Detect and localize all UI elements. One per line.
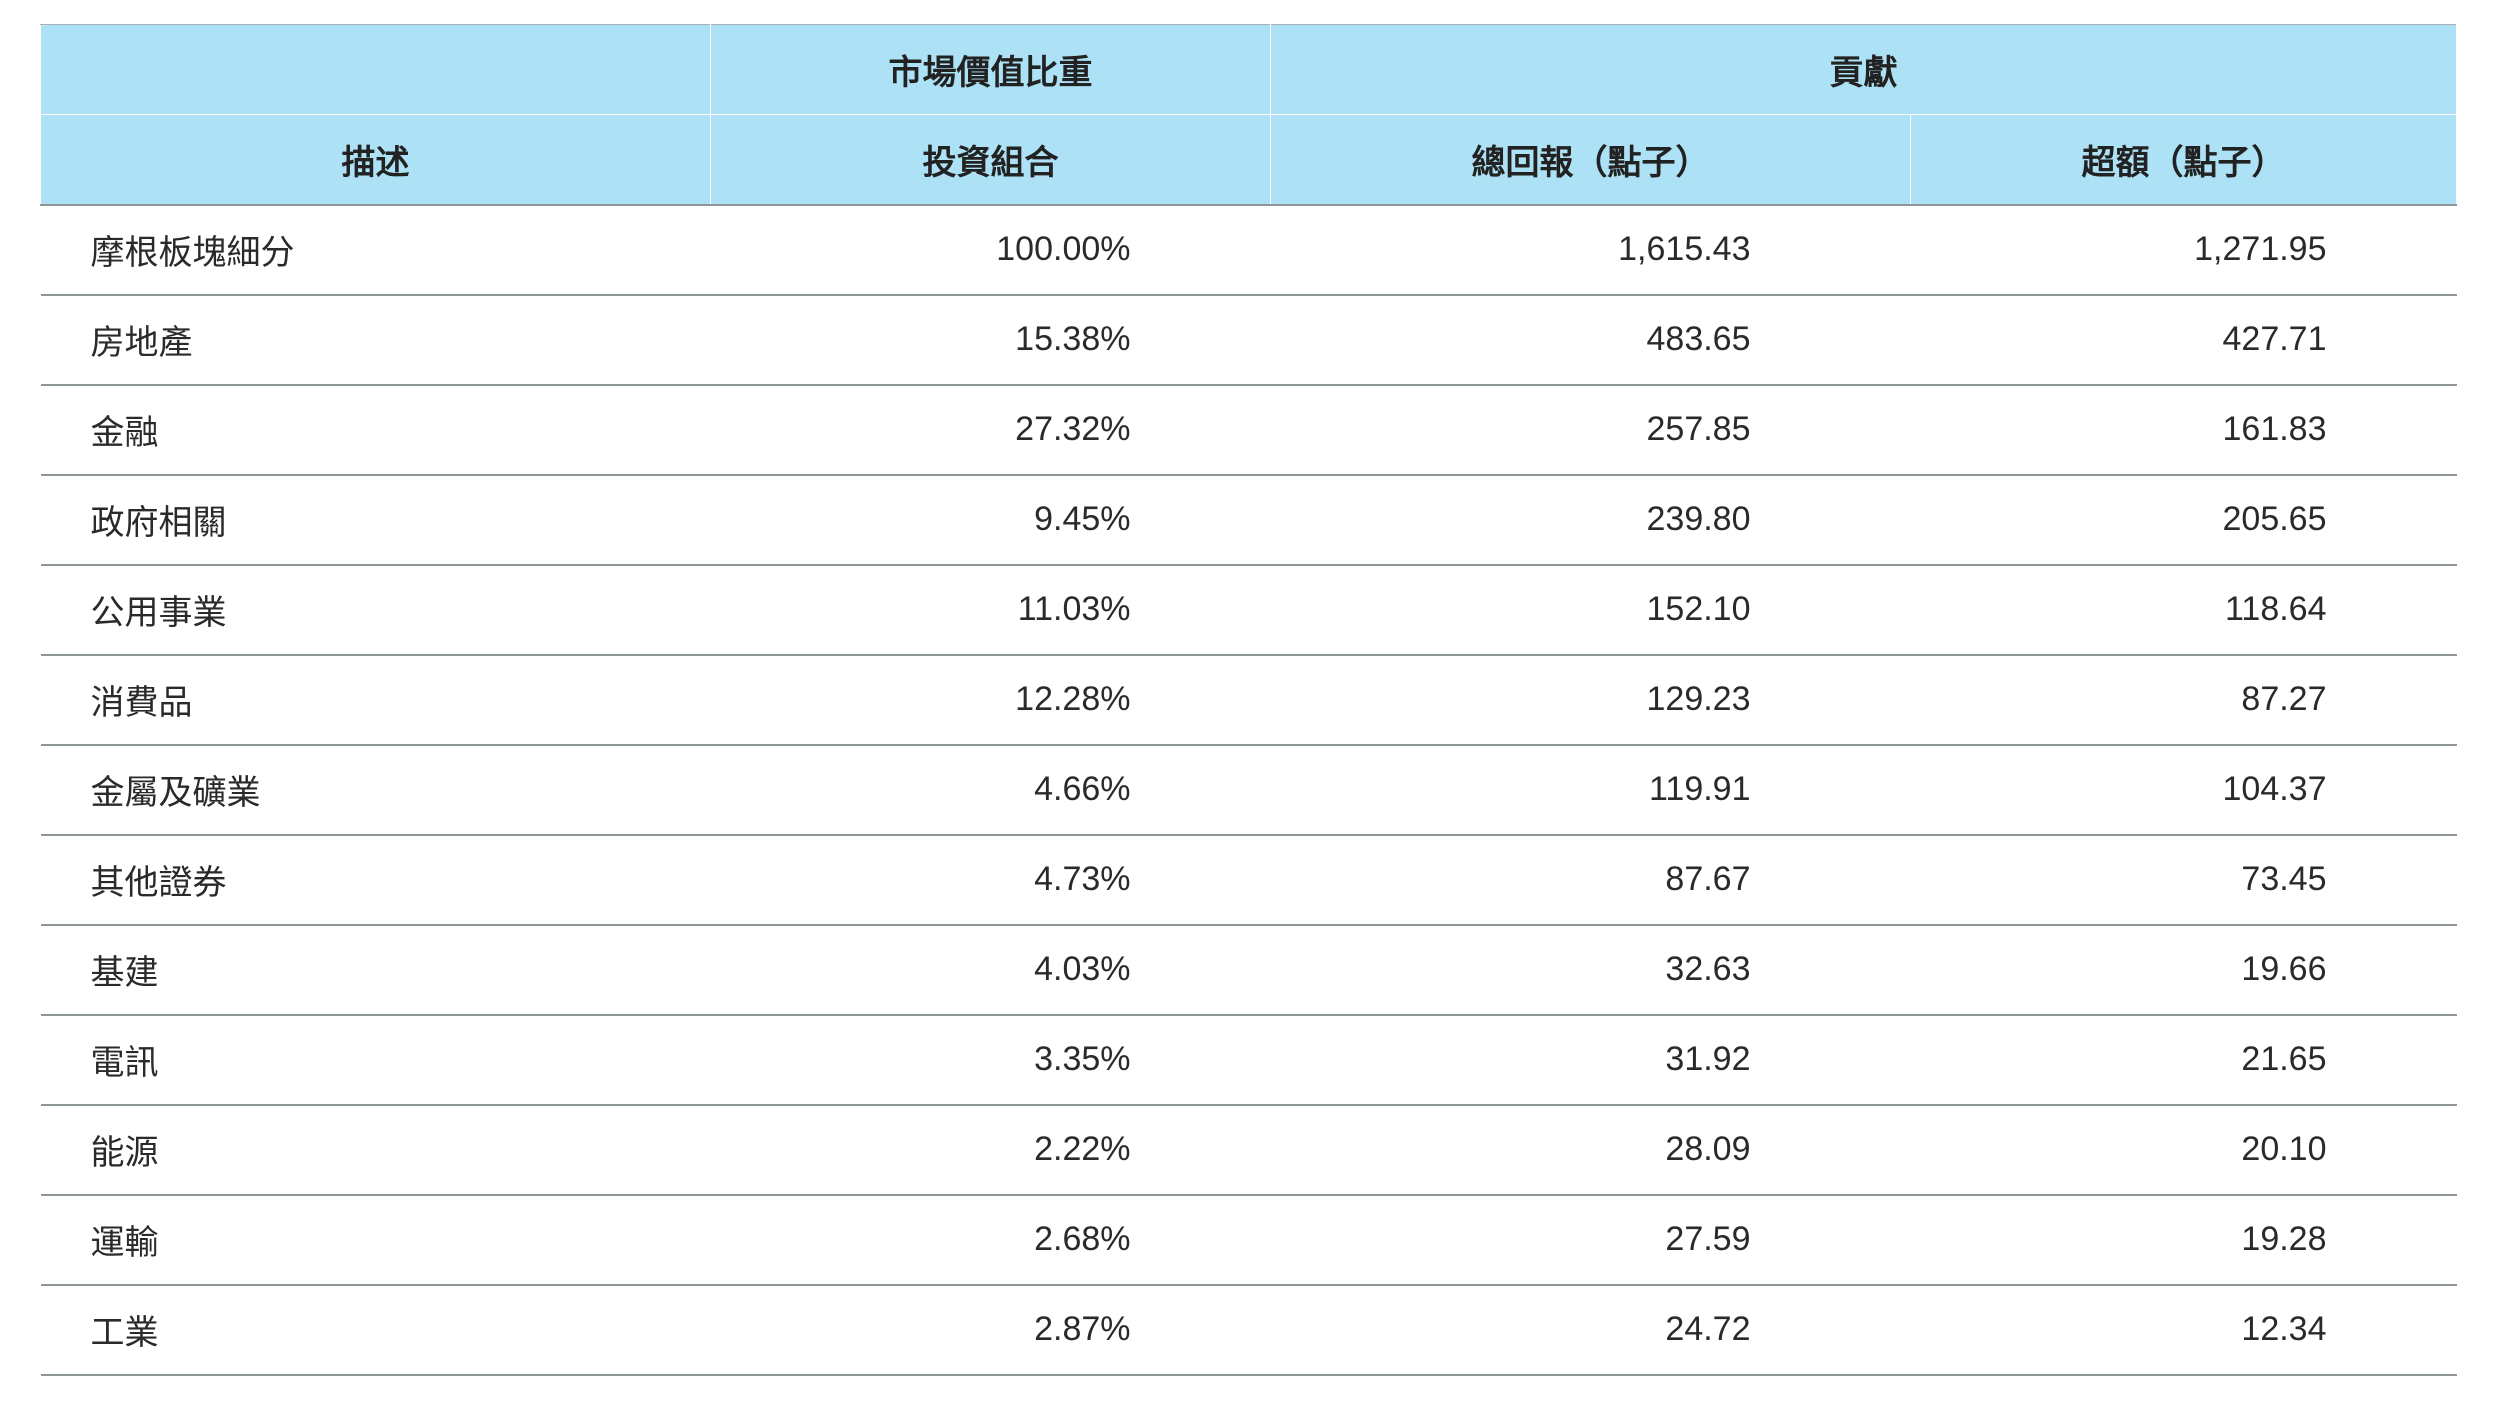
table-row: 政府相關 9.45% 239.80 205.65	[41, 475, 2457, 565]
cell-total-return: 119.91	[1271, 745, 1911, 835]
cell-excess: 161.83	[1911, 385, 2457, 475]
cell-portfolio: 4.66%	[711, 745, 1271, 835]
cell-portfolio: 3.35%	[711, 1015, 1271, 1105]
cell-description: 公用事業	[41, 565, 711, 655]
cell-portfolio: 27.32%	[711, 385, 1271, 475]
table-body: 摩根板塊細分 100.00% 1,615.43 1,271.95 房地產 15.…	[41, 205, 2457, 1375]
cell-excess: 118.64	[1911, 565, 2457, 655]
cell-total-return: 87.67	[1271, 835, 1911, 925]
cell-portfolio: 2.87%	[711, 1285, 1271, 1375]
cell-excess: 12.34	[1911, 1285, 2457, 1375]
cell-portfolio: 4.03%	[711, 925, 1271, 1015]
table-header: 市場價值比重 貢獻 描述 投資組合 總回報（點子） 超額（點子）	[41, 25, 2457, 205]
cell-total-return: 31.92	[1271, 1015, 1911, 1105]
cell-description: 金屬及礦業	[41, 745, 711, 835]
header-description: 描述	[41, 115, 711, 205]
cell-excess: 104.37	[1911, 745, 2457, 835]
cell-description: 運輸	[41, 1195, 711, 1285]
table-row: 工業 2.87% 24.72 12.34	[41, 1285, 2457, 1375]
cell-total-return: 32.63	[1271, 925, 1911, 1015]
cell-excess: 1,271.95	[1911, 205, 2457, 295]
header-excess: 超額（點子）	[1911, 115, 2457, 205]
cell-total-return: 129.23	[1271, 655, 1911, 745]
cell-description: 消費品	[41, 655, 711, 745]
cell-description: 基建	[41, 925, 711, 1015]
cell-excess: 87.27	[1911, 655, 2457, 745]
cell-description: 工業	[41, 1285, 711, 1375]
cell-total-return: 24.72	[1271, 1285, 1911, 1375]
sector-contribution-table: 市場價值比重 貢獻 描述 投資組合 總回報（點子） 超額（點子） 摩根板塊細分 …	[40, 24, 2457, 1376]
cell-portfolio: 4.73%	[711, 835, 1271, 925]
table-row: 能源 2.22% 28.09 20.10	[41, 1105, 2457, 1195]
cell-total-return: 257.85	[1271, 385, 1911, 475]
table-row: 金屬及礦業 4.66% 119.91 104.37	[41, 745, 2457, 835]
header-total-return: 總回報（點子）	[1271, 115, 1911, 205]
cell-total-return: 483.65	[1271, 295, 1911, 385]
header-portfolio: 投資組合	[711, 115, 1271, 205]
cell-excess: 73.45	[1911, 835, 2457, 925]
table-row: 電訊 3.35% 31.92 21.65	[41, 1015, 2457, 1105]
cell-total-return: 27.59	[1271, 1195, 1911, 1285]
table-row: 房地產 15.38% 483.65 427.71	[41, 295, 2457, 385]
table-row: 消費品 12.28% 129.23 87.27	[41, 655, 2457, 745]
cell-description: 金融	[41, 385, 711, 475]
header-blank	[41, 25, 711, 115]
table-row: 摩根板塊細分 100.00% 1,615.43 1,271.95	[41, 205, 2457, 295]
table-row: 運輸 2.68% 27.59 19.28	[41, 1195, 2457, 1285]
cell-description: 能源	[41, 1105, 711, 1195]
cell-total-return: 1,615.43	[1271, 205, 1911, 295]
cell-description: 電訊	[41, 1015, 711, 1105]
table-row: 金融 27.32% 257.85 161.83	[41, 385, 2457, 475]
cell-total-return: 28.09	[1271, 1105, 1911, 1195]
table-row: 公用事業 11.03% 152.10 118.64	[41, 565, 2457, 655]
cell-excess: 19.66	[1911, 925, 2457, 1015]
header-contribution: 貢獻	[1271, 25, 2457, 115]
cell-portfolio: 12.28%	[711, 655, 1271, 745]
cell-portfolio: 2.68%	[711, 1195, 1271, 1285]
cell-description: 房地產	[41, 295, 711, 385]
cell-excess: 19.28	[1911, 1195, 2457, 1285]
header-market-value-weight: 市場價值比重	[711, 25, 1271, 115]
cell-portfolio: 9.45%	[711, 475, 1271, 565]
cell-portfolio: 2.22%	[711, 1105, 1271, 1195]
cell-description: 政府相關	[41, 475, 711, 565]
table-row: 其他證券 4.73% 87.67 73.45	[41, 835, 2457, 925]
table-row: 基建 4.03% 32.63 19.66	[41, 925, 2457, 1015]
cell-portfolio: 15.38%	[711, 295, 1271, 385]
cell-portfolio: 100.00%	[711, 205, 1271, 295]
cell-excess: 427.71	[1911, 295, 2457, 385]
cell-description: 摩根板塊細分	[41, 205, 711, 295]
cell-excess: 21.65	[1911, 1015, 2457, 1105]
cell-description: 其他證券	[41, 835, 711, 925]
cell-excess: 205.65	[1911, 475, 2457, 565]
cell-total-return: 239.80	[1271, 475, 1911, 565]
cell-excess: 20.10	[1911, 1105, 2457, 1195]
cell-total-return: 152.10	[1271, 565, 1911, 655]
cell-portfolio: 11.03%	[711, 565, 1271, 655]
